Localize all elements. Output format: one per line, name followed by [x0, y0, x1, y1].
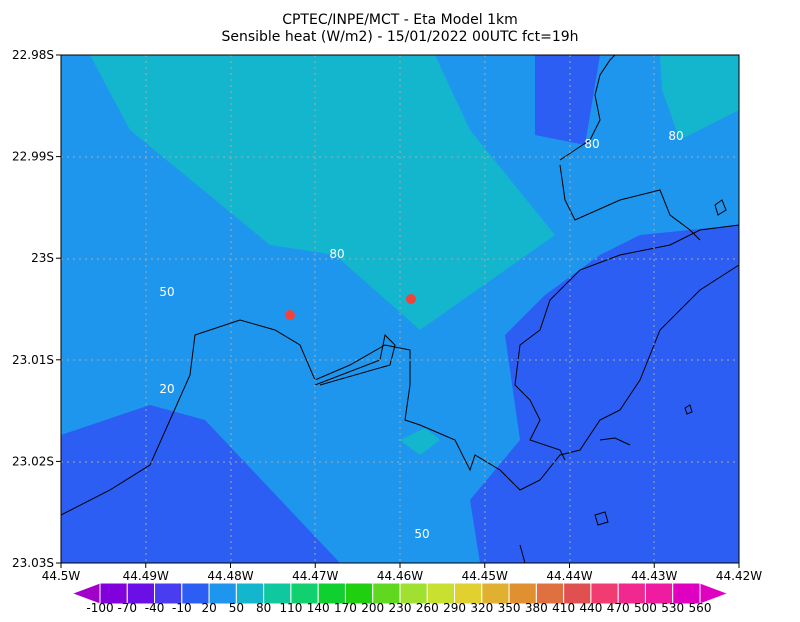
subtitle: Sensible heat (W/m2) - 15/01/2022 00UTC …	[221, 29, 578, 45]
contour-label: 80	[329, 247, 344, 261]
coastline	[60, 54, 740, 564]
lat-label: 22.98S	[12, 48, 54, 62]
grid	[61, 55, 739, 563]
marker	[406, 294, 416, 304]
lat-label: 22.99S	[12, 150, 54, 164]
contour-label: 80	[668, 129, 683, 143]
colorbar-label: 530	[661, 601, 684, 615]
colorbar-label: 410	[552, 601, 575, 615]
colorbar-label: 260	[416, 601, 439, 615]
title: CPTEC/INPE/MCT - Eta Model 1km	[282, 12, 518, 28]
field-80-110	[90, 55, 555, 330]
colorbar-label: 290	[443, 601, 466, 615]
lon-label: 44.5W	[42, 569, 81, 583]
lon-label: 44.47W	[292, 569, 338, 583]
colorbar-label: -70	[117, 601, 137, 615]
colorbar-end	[699, 582, 730, 605]
marker	[285, 310, 295, 320]
colorbar-label: 470	[607, 601, 630, 615]
field-20-50	[535, 55, 600, 145]
field-20-50	[61, 405, 340, 563]
axes: 44.5W 44.49W 44.48W 44.47W 44.46W 44.45W 44.44…	[12, 48, 762, 583]
map-area: 80 80 80 50 20 50	[60, 54, 740, 564]
colorbar-label: 350	[498, 601, 521, 615]
lon-label: 44.48W	[207, 569, 253, 583]
field-20-50	[470, 225, 739, 563]
field-80-110	[660, 55, 739, 140]
colorbar-label: -10	[172, 601, 192, 615]
lon-label: 44.43W	[631, 569, 677, 583]
colorbar: -100 -70 -40 -10 20 50 80 110 140 170 200 230 260 290…	[70, 582, 730, 615]
lon-label: 44.46W	[377, 569, 423, 583]
lon-label: 44.42W	[716, 569, 762, 583]
colorbar-label: 200	[361, 601, 384, 615]
colorbar-label: 440	[579, 601, 602, 615]
colorbar-label: 380	[525, 601, 548, 615]
lon-label: 44.45W	[462, 569, 508, 583]
lat-label: 23.02S	[12, 454, 54, 468]
lat-label: 23.03S	[12, 556, 54, 570]
colorbar-label: 20	[201, 601, 216, 615]
lon-label: 44.44W	[546, 569, 592, 583]
contour-label: 20	[159, 382, 174, 396]
lat-label: 23S	[31, 251, 54, 265]
lat-label: 23.01S	[12, 353, 54, 367]
colorbar-label: 80	[256, 601, 271, 615]
contour-label: 50	[159, 285, 174, 299]
colorbar-label: 140	[307, 601, 330, 615]
colorbar-label: -40	[145, 601, 165, 615]
colorbar-label: 320	[470, 601, 493, 615]
lon-label: 44.49W	[123, 569, 169, 583]
colorbar-label: 110	[279, 601, 302, 615]
contour-label: 50	[414, 527, 429, 541]
colorbar-label: 50	[229, 601, 244, 615]
colorbar-label: 560	[689, 601, 712, 615]
field-80-110	[400, 428, 440, 455]
colorbar-label: 170	[334, 601, 357, 615]
colorbar-label: -100	[86, 601, 113, 615]
colorbar-label: 230	[389, 601, 412, 615]
colorbar-label: 500	[634, 601, 657, 615]
contour-label: 80	[584, 137, 599, 151]
